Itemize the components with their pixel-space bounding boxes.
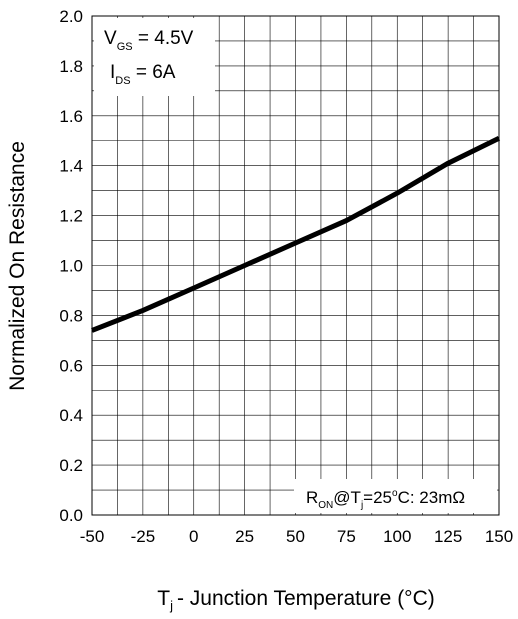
y-tick-label: 0.8 <box>59 306 83 325</box>
annotation-ids: IDS = 6A <box>110 62 176 87</box>
y-tick-label: 0.4 <box>59 406 83 425</box>
x-tick-label: 150 <box>485 527 513 546</box>
x-tick-label: 100 <box>383 527 411 546</box>
y-tick-label: 0.6 <box>59 356 83 375</box>
y-tick-labels: 0.0 0.2 0.4 0.6 0.8 1.0 1.2 1.4 1.6 1.8 2.0 <box>59 7 83 525</box>
x-tick-label: -50 <box>80 527 105 546</box>
y-tick-label: 0.0 <box>59 506 83 525</box>
x-tick-label: 0 <box>189 527 198 546</box>
plot-frame <box>91 15 500 516</box>
x-axis-label: Tj - Junction Temperature (°C) <box>157 587 435 613</box>
y-tick-label: 0.2 <box>59 456 83 475</box>
x-tick-labels: -50 -25 0 25 50 75 100 125 150 <box>80 527 513 546</box>
y-axis-label: Normalized On Resistance <box>6 141 29 391</box>
x-tick-label: -25 <box>131 527 156 546</box>
y-tick-label: 1.8 <box>59 57 83 76</box>
annotation-vgs: VGS = 4.5V <box>104 28 194 53</box>
x-tick-label: 125 <box>434 527 462 546</box>
x-tick-label: 25 <box>235 527 254 546</box>
x-tick-label: 50 <box>286 527 305 546</box>
annotation-ron: RON@Tj=25oC: 23mΩ <box>306 488 465 511</box>
x-tick-label: 75 <box>337 527 356 546</box>
y-tick-label: 2.0 <box>59 7 83 26</box>
y-tick-label: 1.0 <box>59 257 83 276</box>
annotation-bottom-box <box>294 479 497 513</box>
y-tick-label: 1.2 <box>59 207 83 226</box>
series-line <box>91 136 501 333</box>
y-tick-label: 1.4 <box>59 157 83 176</box>
y-tick-label: 1.6 <box>59 107 83 126</box>
annotation-top-box <box>94 18 215 96</box>
